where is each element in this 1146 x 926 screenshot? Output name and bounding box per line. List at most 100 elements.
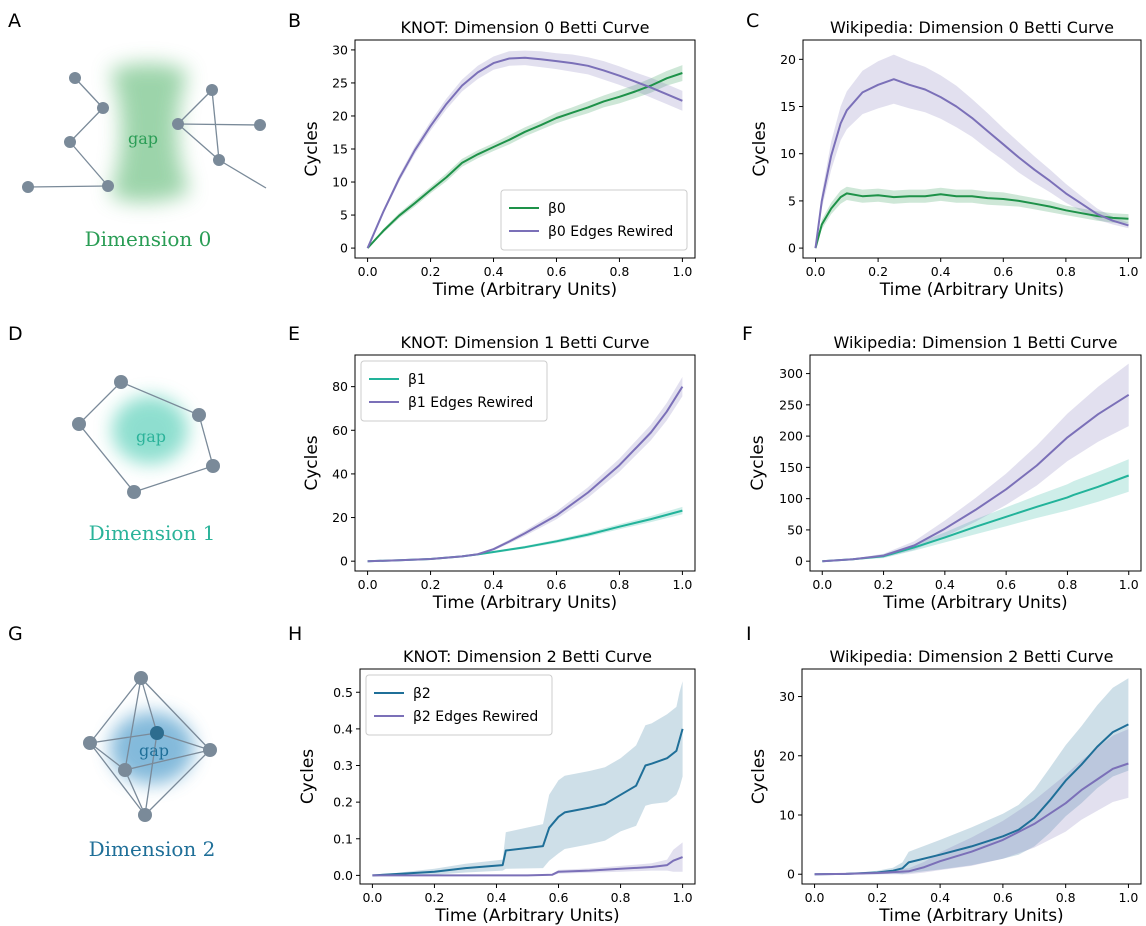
x-tick-label: 0.8	[609, 577, 629, 592]
y-tick-label: 5	[340, 208, 348, 223]
node-inner	[150, 726, 164, 740]
series-line-0	[366, 72, 683, 249]
x-tick-label: 0.8	[1056, 890, 1076, 905]
chart-title: Wikipedia: Dimension 0 Betti Curve	[830, 18, 1114, 37]
diagram-caption-2: Dimension 2	[89, 837, 216, 861]
series-line-1	[814, 762, 1129, 876]
gap-label-0: gap	[128, 129, 158, 148]
legend-entry: β2 Edges Rewired	[413, 709, 538, 725]
node	[134, 671, 148, 685]
diagram-dimension-2: gap Dimension 2	[83, 671, 217, 861]
chart-title: KNOT: Dimension 0 Betti Curve	[400, 18, 649, 37]
y-tick-label: 0.2	[333, 795, 353, 810]
node	[102, 180, 114, 192]
node	[206, 84, 218, 96]
node	[172, 118, 184, 130]
x-axis-label: Time (Arbitrary Units)	[432, 593, 617, 613]
gap-region-2	[110, 712, 194, 784]
x-tick-label: 1.0	[1119, 264, 1139, 279]
y-tick-label: 250	[779, 397, 803, 412]
x-tick-label: 0.0	[362, 890, 382, 905]
x-tick-label: 0.8	[1057, 577, 1077, 592]
y-tick-label: 150	[779, 460, 803, 475]
panel-letter-i: I	[746, 623, 752, 645]
panel-letter-c: C	[746, 10, 759, 32]
series-line-0	[814, 192, 1129, 249]
x-axis-label: Time (Arbitrary Units)	[432, 280, 617, 300]
legend-box	[365, 674, 553, 736]
x-tick-label: 1.0	[672, 577, 692, 592]
panel-letter-e: E	[288, 323, 300, 345]
legend: β1 β1 Edges Rewired	[360, 360, 548, 422]
y-axis-label: Cycles	[298, 749, 318, 804]
series-line-0	[814, 723, 1129, 876]
x-tick-label: 0.2	[421, 577, 441, 592]
y-tick-label: 5	[788, 193, 796, 208]
y-axis-label: Cycles	[749, 749, 769, 804]
x-tick-label: 0.6	[996, 577, 1016, 592]
chart-title: KNOT: Dimension 1 Betti Curve	[400, 333, 649, 352]
legend-box	[360, 360, 548, 422]
y-tick-label: 60	[332, 423, 348, 438]
node	[213, 154, 225, 166]
y-tick-label: 0	[340, 554, 348, 569]
x-tick-label: 1.0	[1118, 890, 1138, 905]
x-tick-label: 0.4	[935, 577, 955, 592]
y-tick-label: 10	[780, 146, 796, 161]
y-tick-label: 10	[332, 175, 348, 190]
chart-title: Wikipedia: Dimension 2 Betti Curve	[829, 647, 1113, 666]
series-band-1	[367, 377, 683, 562]
x-tick-label: 0.8	[609, 264, 629, 279]
x-tick-label: 0.2	[424, 890, 444, 905]
legend: β0 β0 Edges Rewired	[500, 189, 688, 251]
axes-frame	[809, 354, 1142, 572]
x-tick-label: 0.4	[931, 264, 951, 279]
x-tick-label: 1.0	[1119, 577, 1139, 592]
node	[254, 119, 266, 131]
y-tick-label: 0.4	[333, 721, 353, 736]
x-tick-label: 0.2	[874, 577, 894, 592]
x-axis-label: Time (Arbitrary Units)	[879, 280, 1064, 300]
x-tick-label: 0.6	[547, 577, 567, 592]
y-tick-label: 0	[787, 867, 795, 882]
legend-entry: β1 Edges Rewired	[408, 395, 533, 411]
y-tick-label: 10	[779, 807, 795, 822]
series-band-0	[815, 186, 1129, 249]
panel-letter-g: G	[8, 623, 23, 645]
x-axis-label: Time (Arbitrary Units)	[878, 906, 1063, 926]
y-tick-label: 0.0	[333, 868, 353, 883]
x-tick-label: 0.8	[1056, 264, 1076, 279]
y-axis-label: Cycles	[750, 121, 770, 176]
node	[64, 136, 76, 148]
node	[83, 736, 97, 750]
axes-frame	[801, 668, 1142, 885]
chart-wikipedia-dimension-1: Wikipedia: Dimension 1 Betti Curve 0.0 0.2…	[748, 333, 1142, 613]
axes-frame	[354, 354, 696, 572]
chart-title: KNOT: Dimension 2 Betti Curve	[403, 647, 652, 666]
y-tick-label: 20	[779, 748, 795, 763]
y-tick-label: 0	[788, 241, 796, 256]
chart-knot-dimension-1: KNOT: Dimension 1 Betti Curve 0.0 0.2 0.4 0.…	[302, 333, 696, 613]
diagram-caption-1: Dimension 1	[89, 521, 216, 545]
node	[138, 808, 152, 822]
panel-letter-a: A	[8, 10, 21, 32]
series-band-1	[814, 729, 1129, 875]
series-band-0	[367, 65, 683, 249]
series-band-1	[822, 363, 1129, 562]
y-tick-label: 30	[332, 42, 348, 57]
y-tick-label: 80	[332, 379, 348, 394]
panel-letter-h: H	[288, 623, 302, 645]
series-band-1	[372, 842, 683, 876]
y-tick-label: 25	[332, 75, 348, 90]
x-tick-label: 0.4	[484, 577, 504, 592]
legend-entry: β0	[548, 201, 566, 217]
series-line-1	[366, 56, 683, 249]
node	[114, 375, 128, 389]
series-band-1	[367, 50, 683, 249]
x-tick-label: 0.2	[867, 890, 887, 905]
x-axis-label: Time (Arbitrary Units)	[882, 593, 1067, 613]
y-tick-label: 20	[332, 510, 348, 525]
x-tick-label: 0.8	[611, 890, 631, 905]
y-tick-label: 15	[332, 142, 348, 157]
panel-letter-d: D	[8, 323, 23, 345]
